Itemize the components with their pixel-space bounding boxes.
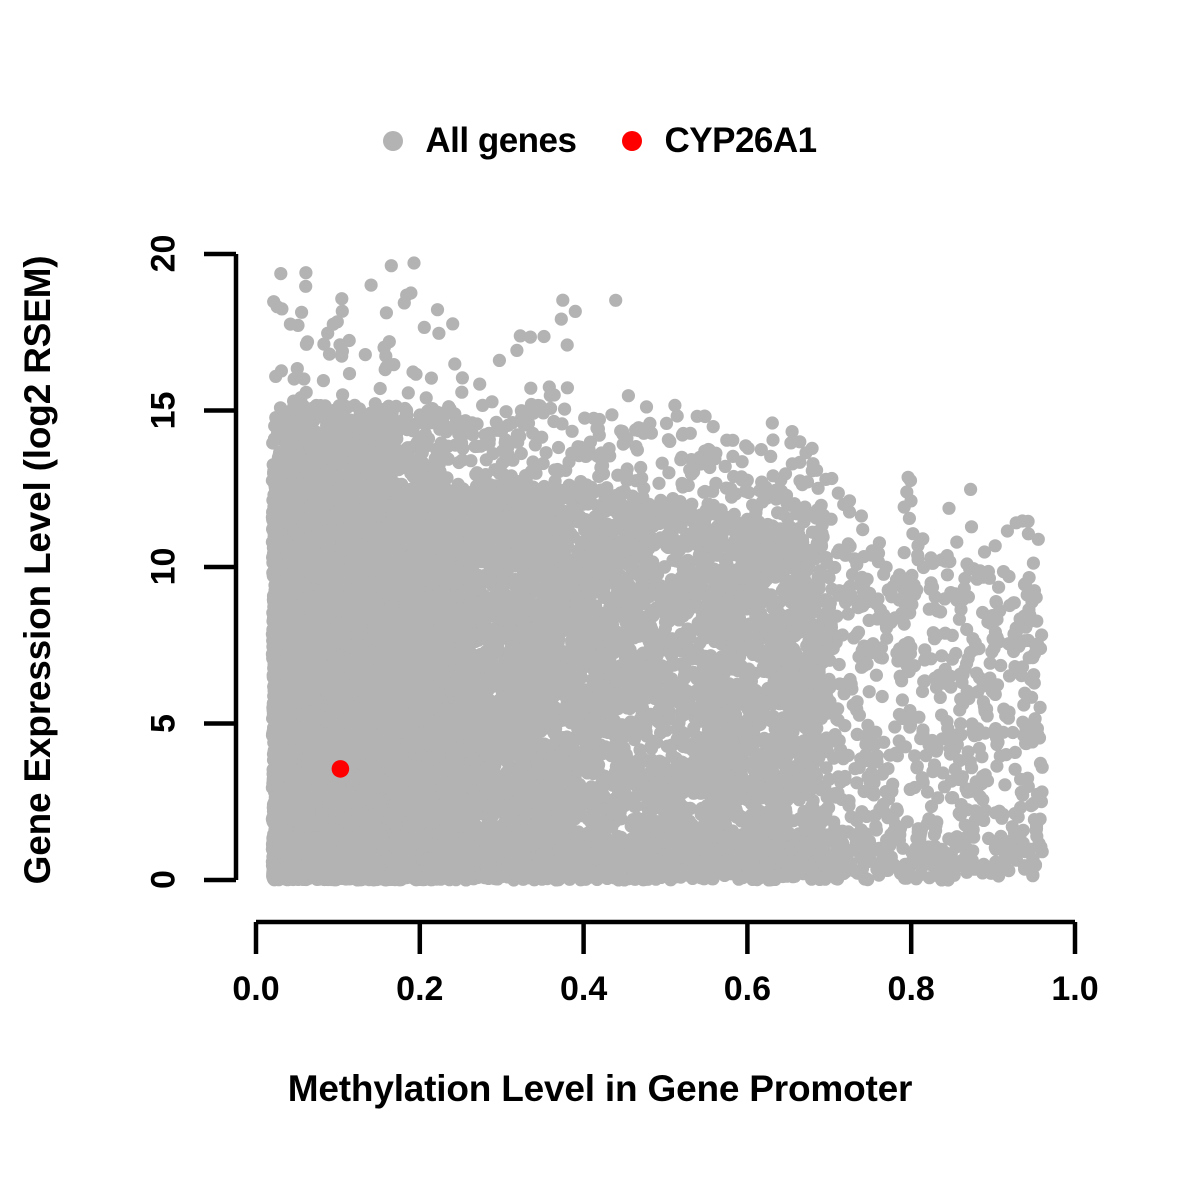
y-tick-label: 15 [144, 391, 183, 429]
data-points-layer [265, 256, 1049, 887]
red-dot-icon [622, 131, 643, 151]
legend-label-cyp26a1: CYP26A1 [664, 121, 817, 160]
y-tick-label: 0 [144, 870, 183, 889]
y-tick-label: 10 [144, 547, 183, 586]
legend-entry-cyp26a1: CYP26A1 [622, 121, 817, 161]
x-tick-label: 1.0 [1051, 970, 1099, 1008]
legend-entry-all-genes: All genes [383, 121, 577, 161]
y-tick-label: 20 [144, 234, 183, 273]
x-tick-label: 0.4 [559, 970, 608, 1008]
gray-dot-icon [383, 131, 404, 151]
x-tick-label: 0.0 [232, 970, 280, 1008]
legend-label-all-genes: All genes [425, 121, 577, 160]
x-axis-title: Methylation Level in Gene Promoter [287, 1068, 913, 1109]
highlight-point-layer [331, 760, 350, 778]
y-tick-label: 5 [144, 713, 183, 733]
x-tick-label: 0.6 [723, 970, 772, 1008]
x-tick-label: 0.8 [887, 970, 935, 1008]
axes-layer [204, 251, 1078, 954]
legend: All genes CYP26A1 [0, 112, 1200, 170]
x-tick-label: 0.2 [396, 970, 444, 1008]
